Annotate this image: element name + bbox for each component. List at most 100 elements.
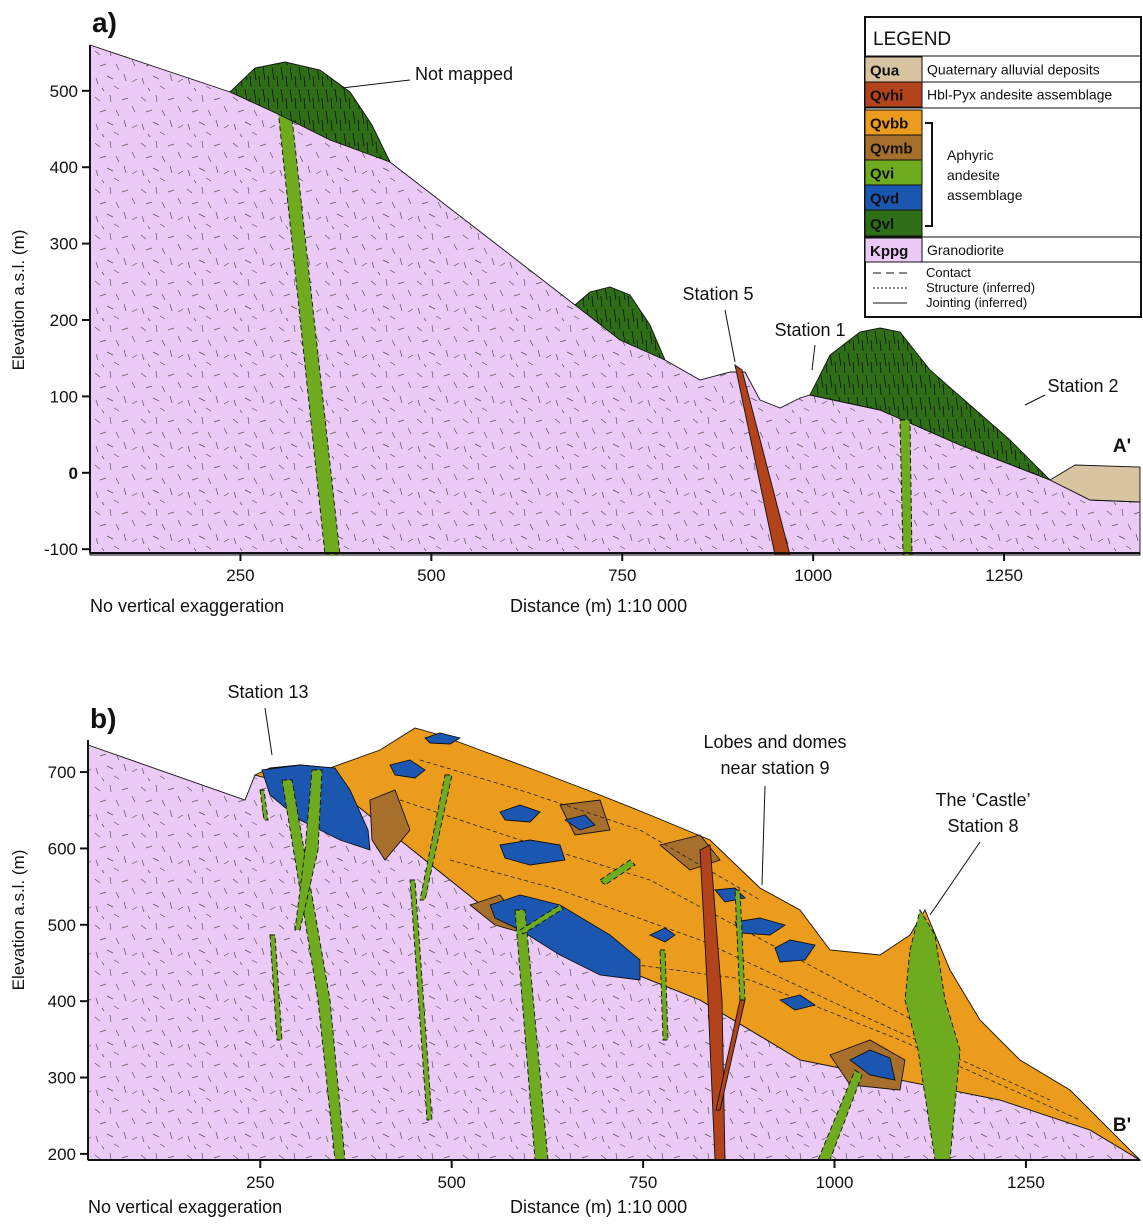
rock-unit xyxy=(1049,464,1141,503)
legend-title: LEGEND xyxy=(873,29,951,50)
legend-name: Hbl-Pyx andesite assemblage xyxy=(927,87,1112,103)
rock-unit xyxy=(849,1049,896,1081)
scale-note: No vertical exaggeration xyxy=(90,596,284,616)
y-tick-label: 100 xyxy=(50,387,78,406)
legend-code: Kppg xyxy=(870,243,908,260)
annotation: Station 5 xyxy=(682,284,753,304)
rock-unit xyxy=(489,894,641,981)
legend-swatch xyxy=(864,56,923,83)
legend: LEGEND Qua Quaternary alluvial deposits Qvh… xyxy=(864,16,1142,318)
rock-unit xyxy=(269,934,283,1041)
annotation: Station 2 xyxy=(1047,376,1118,396)
annotation: Lobes and domes xyxy=(703,732,846,752)
legend-code: Qvi xyxy=(870,166,894,183)
annotation: Station 8 xyxy=(947,816,1018,836)
legend-code: Qvmb xyxy=(870,141,913,158)
annotation: The ‘Castle’ xyxy=(935,790,1030,810)
x-tick-label: 1250 xyxy=(1007,1173,1045,1192)
legend-code: Qvl xyxy=(870,216,894,233)
rock-unit xyxy=(259,789,269,821)
rock-unit xyxy=(899,419,913,556)
y-tick-label: 0 xyxy=(69,464,78,483)
legend-code: Qvhi xyxy=(870,88,903,105)
rock-unit xyxy=(563,814,596,831)
rock-unit xyxy=(419,774,453,901)
leader-line xyxy=(724,309,736,363)
rock-texture xyxy=(88,745,1140,1160)
rock-unit xyxy=(519,904,564,935)
legend-code: Qvd xyxy=(870,191,899,208)
rock-unit xyxy=(514,909,549,1161)
x-tick-label: 250 xyxy=(226,566,254,585)
structure-line xyxy=(599,959,1081,1121)
rock-unit xyxy=(904,908,961,1161)
y-tick-label: -100 xyxy=(44,540,78,559)
rock-unit xyxy=(774,939,816,963)
rock-unit xyxy=(389,759,426,779)
legend-swatch xyxy=(864,209,923,237)
legend-code: Qua xyxy=(870,63,900,80)
rock-unit xyxy=(499,839,566,866)
annotation: near station 9 xyxy=(720,758,829,778)
y-tick-label: 200 xyxy=(50,311,78,330)
rock-unit xyxy=(715,999,746,1111)
y-tick-label: 700 xyxy=(48,763,76,782)
annotation: B' xyxy=(1113,1115,1131,1136)
y-axis-label: Elevation a.s.l. (m) xyxy=(9,850,28,991)
legend-group-label: Aphyric xyxy=(947,147,994,163)
leader-line xyxy=(264,707,273,756)
annotation: Not mapped xyxy=(415,64,513,84)
leader-line xyxy=(811,344,816,371)
y-tick-label: 600 xyxy=(48,839,76,858)
rock-unit xyxy=(599,859,636,886)
scale-note: No vertical exaggeration xyxy=(88,1197,282,1217)
y-tick-label: 200 xyxy=(48,1145,76,1164)
y-tick-label: 300 xyxy=(48,1069,76,1088)
rock-texture xyxy=(575,287,665,360)
rock-unit xyxy=(659,949,669,1041)
legend-name: Quaternary alluvial deposits xyxy=(927,62,1100,78)
legend-bracket xyxy=(925,122,933,227)
structure-line xyxy=(399,799,951,1041)
rock-unit xyxy=(424,732,462,745)
legend-line-label: Structure (inferred) xyxy=(926,280,1035,295)
structure-line xyxy=(449,859,1051,1101)
annotation: Station 1 xyxy=(774,320,845,340)
y-tick-label: 500 xyxy=(48,916,76,935)
legend-name: Granodiorite xyxy=(927,242,1004,258)
legend-line-label: Contact xyxy=(926,265,971,280)
x-axis-label: Distance (m) 1:10 000 xyxy=(510,1197,687,1217)
x-tick-label: 1250 xyxy=(985,566,1023,585)
leader-line xyxy=(929,841,981,916)
rock-unit xyxy=(734,363,791,556)
panel-label: b) xyxy=(90,703,116,734)
x-axis-label: Distance (m) 1:10 000 xyxy=(510,596,687,616)
rock-texture xyxy=(90,45,1140,555)
x-tick-label: 500 xyxy=(417,566,445,585)
y-axis-label: Elevation a.s.l. (m) xyxy=(9,230,28,371)
rock-unit xyxy=(778,994,817,1011)
leader-line xyxy=(341,79,411,89)
structure-line xyxy=(419,759,761,901)
rock-unit xyxy=(499,804,541,823)
rock-texture xyxy=(810,328,1050,480)
panel-label: a) xyxy=(92,7,117,38)
leader-line xyxy=(1024,394,1046,406)
legend-group-label: assemblage xyxy=(947,187,1023,203)
x-tick-label: 500 xyxy=(437,1173,465,1192)
legend-swatch xyxy=(864,237,923,263)
rock-unit xyxy=(369,789,411,861)
y-tick-label: 300 xyxy=(50,235,78,254)
x-tick-label: 1000 xyxy=(816,1173,854,1192)
legend-line-label: Jointing (inferred) xyxy=(926,295,1027,310)
rock-texture xyxy=(230,62,390,162)
leader-line xyxy=(761,785,766,886)
annotation: A' xyxy=(1113,436,1131,457)
rock-unit xyxy=(648,927,676,943)
annotation: Station 13 xyxy=(227,682,308,702)
legend-group-label: andesite xyxy=(947,167,1000,183)
rock-unit xyxy=(409,879,433,1121)
rock-unit xyxy=(294,769,323,931)
x-tick-label: 750 xyxy=(629,1173,657,1192)
